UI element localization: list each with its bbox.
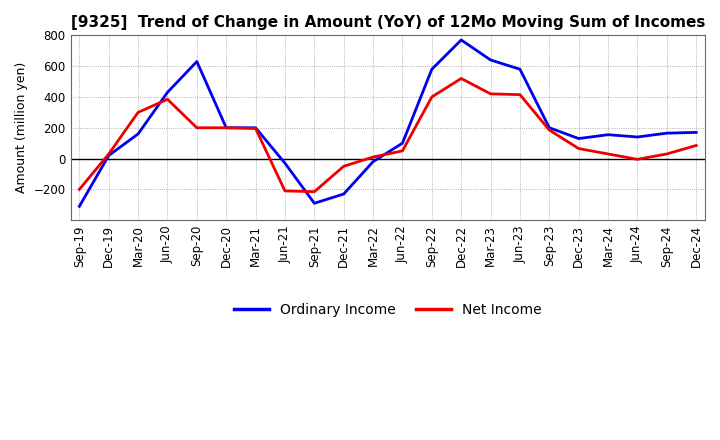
Net Income: [516, 92, 524, 97]
Ordinary Income: [369, 159, 377, 164]
Net Income: [192, 125, 201, 130]
Net Income: [75, 187, 84, 192]
Net Income: [486, 91, 495, 96]
Net Income: [545, 128, 554, 133]
Ordinary Income: [75, 204, 84, 209]
Net Income: [575, 146, 583, 151]
Ordinary Income: [192, 59, 201, 64]
Ordinary Income: [134, 131, 143, 136]
Ordinary Income: [662, 131, 671, 136]
Net Income: [428, 94, 436, 99]
Line: Ordinary Income: Ordinary Income: [79, 40, 696, 206]
Net Income: [222, 125, 230, 130]
Ordinary Income: [486, 57, 495, 62]
Ordinary Income: [339, 191, 348, 197]
Net Income: [369, 154, 377, 160]
Ordinary Income: [545, 125, 554, 130]
Ordinary Income: [457, 37, 466, 43]
Ordinary Income: [163, 90, 172, 95]
Net Income: [251, 126, 260, 131]
Net Income: [662, 151, 671, 157]
Net Income: [604, 151, 613, 157]
Net Income: [104, 151, 113, 157]
Ordinary Income: [604, 132, 613, 137]
Title: [9325]  Trend of Change in Amount (YoY) of 12Mo Moving Sum of Incomes: [9325] Trend of Change in Amount (YoY) o…: [71, 15, 705, 30]
Ordinary Income: [281, 161, 289, 166]
Net Income: [633, 157, 642, 162]
Line: Net Income: Net Income: [79, 78, 696, 192]
Ordinary Income: [310, 201, 319, 206]
Ordinary Income: [575, 136, 583, 141]
Net Income: [310, 189, 319, 194]
Legend: Ordinary Income, Net Income: Ordinary Income, Net Income: [228, 297, 547, 323]
Y-axis label: Amount (million yen): Amount (million yen): [15, 62, 28, 194]
Ordinary Income: [428, 66, 436, 72]
Ordinary Income: [398, 140, 407, 146]
Net Income: [339, 164, 348, 169]
Net Income: [281, 188, 289, 194]
Ordinary Income: [104, 153, 113, 158]
Net Income: [163, 97, 172, 102]
Ordinary Income: [516, 66, 524, 72]
Ordinary Income: [633, 134, 642, 139]
Net Income: [692, 143, 701, 148]
Ordinary Income: [692, 130, 701, 135]
Ordinary Income: [222, 125, 230, 130]
Net Income: [457, 76, 466, 81]
Ordinary Income: [251, 125, 260, 130]
Net Income: [134, 110, 143, 115]
Net Income: [398, 148, 407, 154]
